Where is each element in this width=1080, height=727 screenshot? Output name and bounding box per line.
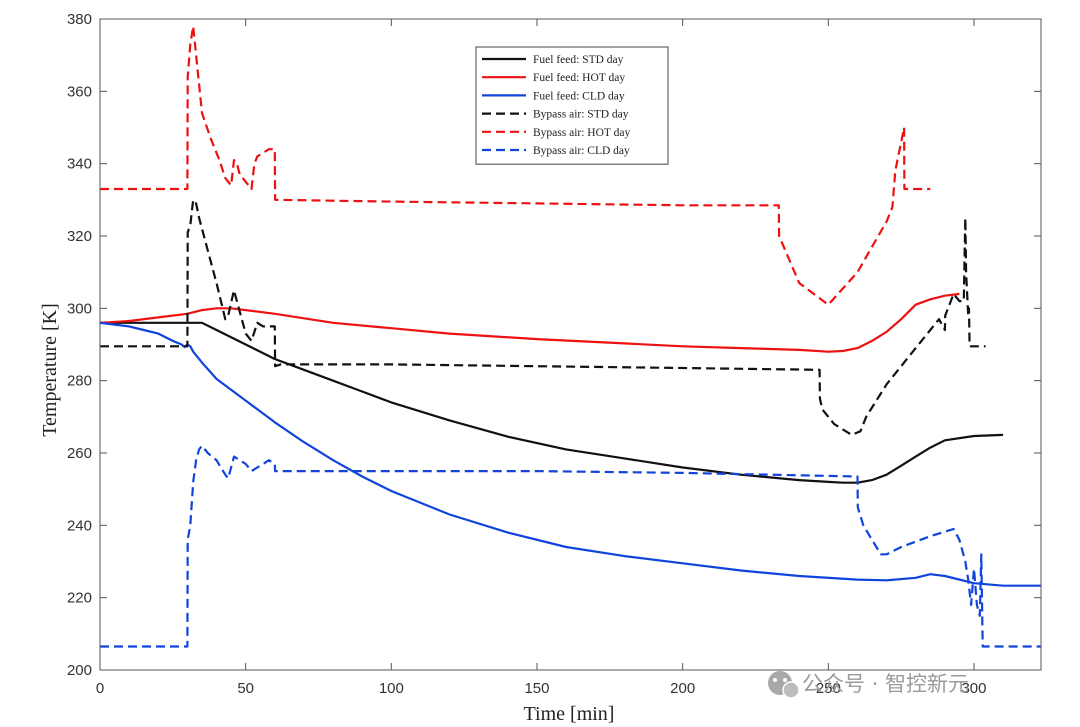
series-layer <box>99 25 1041 648</box>
y-tick-label: 220 <box>67 590 92 607</box>
legend-box <box>475 46 669 165</box>
x-axis-label: Time [min] <box>524 703 615 725</box>
series-line-4 <box>100 198 986 436</box>
x-tick-label: 100 <box>379 680 404 697</box>
y-tick-label: 360 <box>67 83 92 100</box>
y-tick-label: 200 <box>67 662 92 679</box>
y-tick-label: 280 <box>67 373 92 390</box>
x-tick-label: 300 <box>961 680 986 697</box>
legend-label: Bypass air: STD day <box>533 109 629 121</box>
x-tick-label: 150 <box>524 680 549 697</box>
x-tick-label: 50 <box>237 680 254 697</box>
x-tick-label: 250 <box>816 680 841 697</box>
legend-label: Bypass air: CLD day <box>533 145 630 157</box>
y-tick-label: 340 <box>67 156 92 173</box>
watermark-text: 公众号 · 智控新元 <box>802 672 969 696</box>
legend-label: Fuel feed: HOT day <box>533 72 625 84</box>
series-line-6 <box>100 444 1041 648</box>
x-tick-label: 200 <box>670 680 695 697</box>
legend-label: Fuel feed: CLD day <box>533 90 625 102</box>
legend: Fuel feed: STD day Fuel feed: HOT day Fuel… <box>475 46 669 165</box>
wechat-icon <box>768 671 800 699</box>
legend-label: Bypass air: HOT day <box>533 127 630 139</box>
y-tick-label: 260 <box>67 445 92 462</box>
series-line-3 <box>99 321 1041 587</box>
series-line-2 <box>99 292 960 353</box>
y-tick-label: 300 <box>67 300 92 317</box>
y-tick-label: 240 <box>67 517 92 534</box>
series-line-1 <box>100 321 1004 484</box>
plot-area-frame <box>99 18 1042 671</box>
y-tick-label: 320 <box>67 228 92 245</box>
y-tick-label: 380 <box>67 11 92 28</box>
watermark: 公众号 · 智控新元 <box>768 671 969 699</box>
x-tick-label: 0 <box>96 680 104 697</box>
y-axis-label: Temperature [K] <box>39 303 61 437</box>
legend-label: Fuel feed: STD day <box>533 54 624 66</box>
axis-ticks: 0 50 100 150 200 250 300 200 220 240 260 280 300 320 3… <box>67 11 1041 697</box>
series-line-5 <box>100 25 931 306</box>
